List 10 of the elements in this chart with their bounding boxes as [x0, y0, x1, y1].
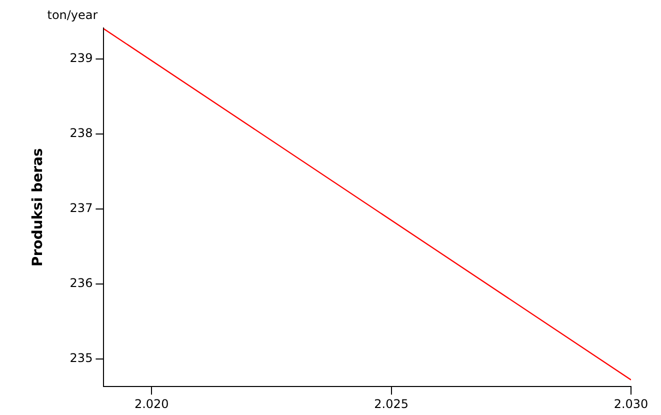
y-tick-label: 239	[70, 50, 93, 65]
y-tick-label: 235	[70, 350, 93, 365]
x-tick-label: 2.030	[614, 396, 648, 411]
x-tick-label: 2.025	[374, 396, 408, 411]
y-tick-label: 237	[70, 200, 93, 215]
text: ton/year	[47, 8, 98, 22]
y-axis-title: Produksi beras	[30, 148, 46, 266]
x-tick-label: 2.020	[134, 396, 169, 411]
y-tick-label: 236	[70, 276, 93, 290]
y-tick-label: 238	[70, 126, 93, 140]
